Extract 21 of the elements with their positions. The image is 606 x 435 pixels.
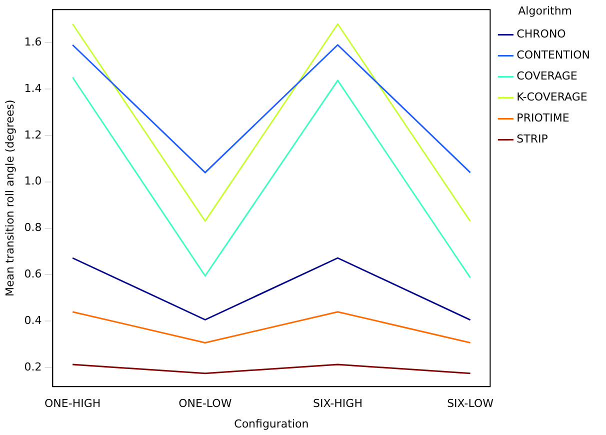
legend-label: CHRONO [516, 28, 566, 41]
y-tick-label: 1.2 [24, 128, 42, 142]
x-tick-label: ONE-LOW [178, 397, 232, 410]
y-tick-label: 1.6 [24, 35, 42, 48]
y-tick-label: 1.4 [24, 82, 42, 95]
y-axis-title: Mean transition roll angle (degrees) [3, 100, 16, 297]
legend-label: CONTENTION [516, 48, 590, 62]
x-axis-title: Configuration [234, 417, 309, 430]
y-tick-label: 0.4 [24, 314, 42, 327]
legend-label: PRIOTIME [516, 112, 570, 125]
x-tick-label: SIX-LOW [447, 397, 494, 410]
legend-title: Algorithm [518, 4, 572, 18]
y-tick-label: 0.2 [24, 360, 42, 374]
legend-label: K-COVERAGE [516, 90, 588, 104]
y-tick-label: 1.0 [24, 174, 42, 188]
legend-label: STRIP [516, 132, 548, 146]
legend-label: COVERAGE [516, 70, 578, 83]
x-tick-label: ONE-HIGH [44, 397, 101, 410]
y-tick-label: 0.6 [24, 268, 42, 281]
y-tick-label: 0.8 [24, 221, 42, 234]
x-tick-label: SIX-HIGH [312, 397, 362, 410]
